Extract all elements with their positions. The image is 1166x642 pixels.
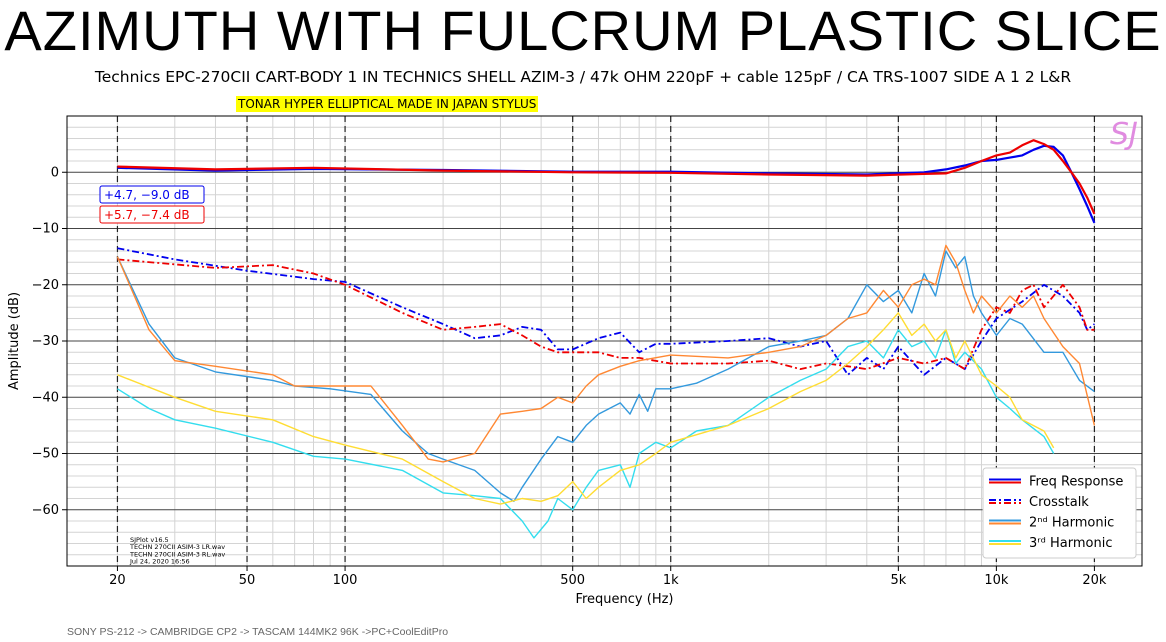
series-line-3 bbox=[117, 258, 1095, 370]
series-line-7 bbox=[117, 312, 1055, 505]
chart-subtitle: Technics EPC-270CII CART-BODY 1 IN TECHN… bbox=[94, 68, 1072, 86]
sj-watermark: SJ bbox=[1110, 117, 1138, 152]
info-text-line: TECHN 270CII ASIM-3 LR.wav bbox=[129, 543, 225, 551]
y-tick-label: −20 bbox=[32, 278, 59, 293]
series-line-1 bbox=[117, 139, 1096, 215]
x-tick-label: 500 bbox=[560, 573, 585, 588]
plot-frame bbox=[66, 115, 1143, 567]
series-line-2 bbox=[117, 247, 1095, 376]
legend-label: 2ⁿᵈ Harmonic bbox=[1029, 516, 1114, 531]
annotation-box bbox=[99, 185, 205, 204]
y-tick-label: −40 bbox=[32, 390, 59, 405]
x-tick-label: 10k bbox=[984, 573, 1009, 588]
series-line-6 bbox=[117, 329, 1055, 539]
y-tick-label: −60 bbox=[32, 503, 59, 518]
y-tick-label: −30 bbox=[32, 334, 59, 349]
info-text-line: TECHN 270CII ASIM-3 RL.wav bbox=[129, 550, 225, 558]
signal-chain-footer: SONY PS-212 -> CAMBRIDGE CP2 -> TASCAM 1… bbox=[67, 626, 449, 638]
legend-box bbox=[982, 467, 1137, 559]
x-tick-label: 1k bbox=[663, 573, 679, 588]
x-tick-label: 20 bbox=[109, 573, 126, 588]
series-line-5 bbox=[116, 244, 1096, 463]
annotation-box bbox=[99, 205, 205, 224]
x-tick-label: 5k bbox=[890, 573, 906, 588]
legend-label: Crosstalk bbox=[1029, 495, 1089, 510]
y-axis-label: Amplitude (dB) bbox=[7, 292, 22, 390]
x-tick-label: 50 bbox=[239, 573, 256, 588]
x-axis-label: Frequency (Hz) bbox=[575, 592, 673, 607]
annotation-text: +5.7, −7.4 dB bbox=[104, 208, 190, 222]
y-tick-label: 0 bbox=[51, 165, 59, 180]
x-tick-label: 20k bbox=[1082, 573, 1107, 588]
info-text-line: Jul 24, 2020 16:56 bbox=[129, 558, 190, 566]
annotation-text: +4.7, −9.0 dB bbox=[104, 188, 190, 202]
series-line-4 bbox=[116, 250, 1095, 502]
legend-label: 3ʳᵈ Harmonic bbox=[1029, 536, 1113, 551]
y-tick-label: −50 bbox=[32, 447, 59, 462]
x-tick-label: 100 bbox=[333, 573, 358, 588]
stylus-note: TONAR HYPER ELLIPTICAL MADE IN JAPAN STY… bbox=[236, 96, 539, 112]
page-title: AZIMUTH WITH FULCRUM PLASTIC SLICE bbox=[4, 0, 1162, 62]
y-tick-label: −10 bbox=[32, 222, 59, 237]
legend-label: Freq Response bbox=[1029, 475, 1123, 490]
info-text-line: SJPlot v16.5 bbox=[130, 536, 169, 544]
